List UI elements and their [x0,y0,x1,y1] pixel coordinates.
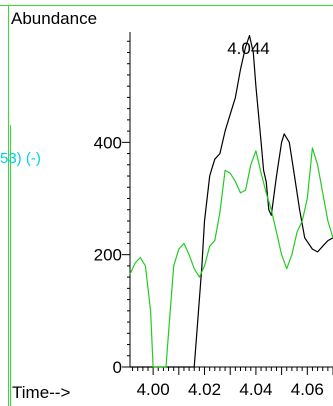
y-tick-label: 400 [94,133,122,152]
x-tick-label: 4.04 [239,380,272,399]
y-axis-label: Abundance [11,9,97,28]
x-tick-label: 4.06 [291,380,324,399]
series-trace-black [130,34,333,368]
side-label: 53) (-) [0,150,41,167]
y-tick-label: 200 [94,246,122,265]
series-trace-green [129,147,333,368]
peak-label: 4.044 [227,39,270,58]
x-axis-label: Time--> [12,383,70,402]
series-group [129,34,333,368]
x-tick-label: 4.00 [137,380,170,399]
x-tick-label: 4.02 [188,380,221,399]
y-tick-label: 0 [113,358,122,377]
axes: 0 200 400 4.00 4.02 4.04 4.06 [94,32,333,399]
